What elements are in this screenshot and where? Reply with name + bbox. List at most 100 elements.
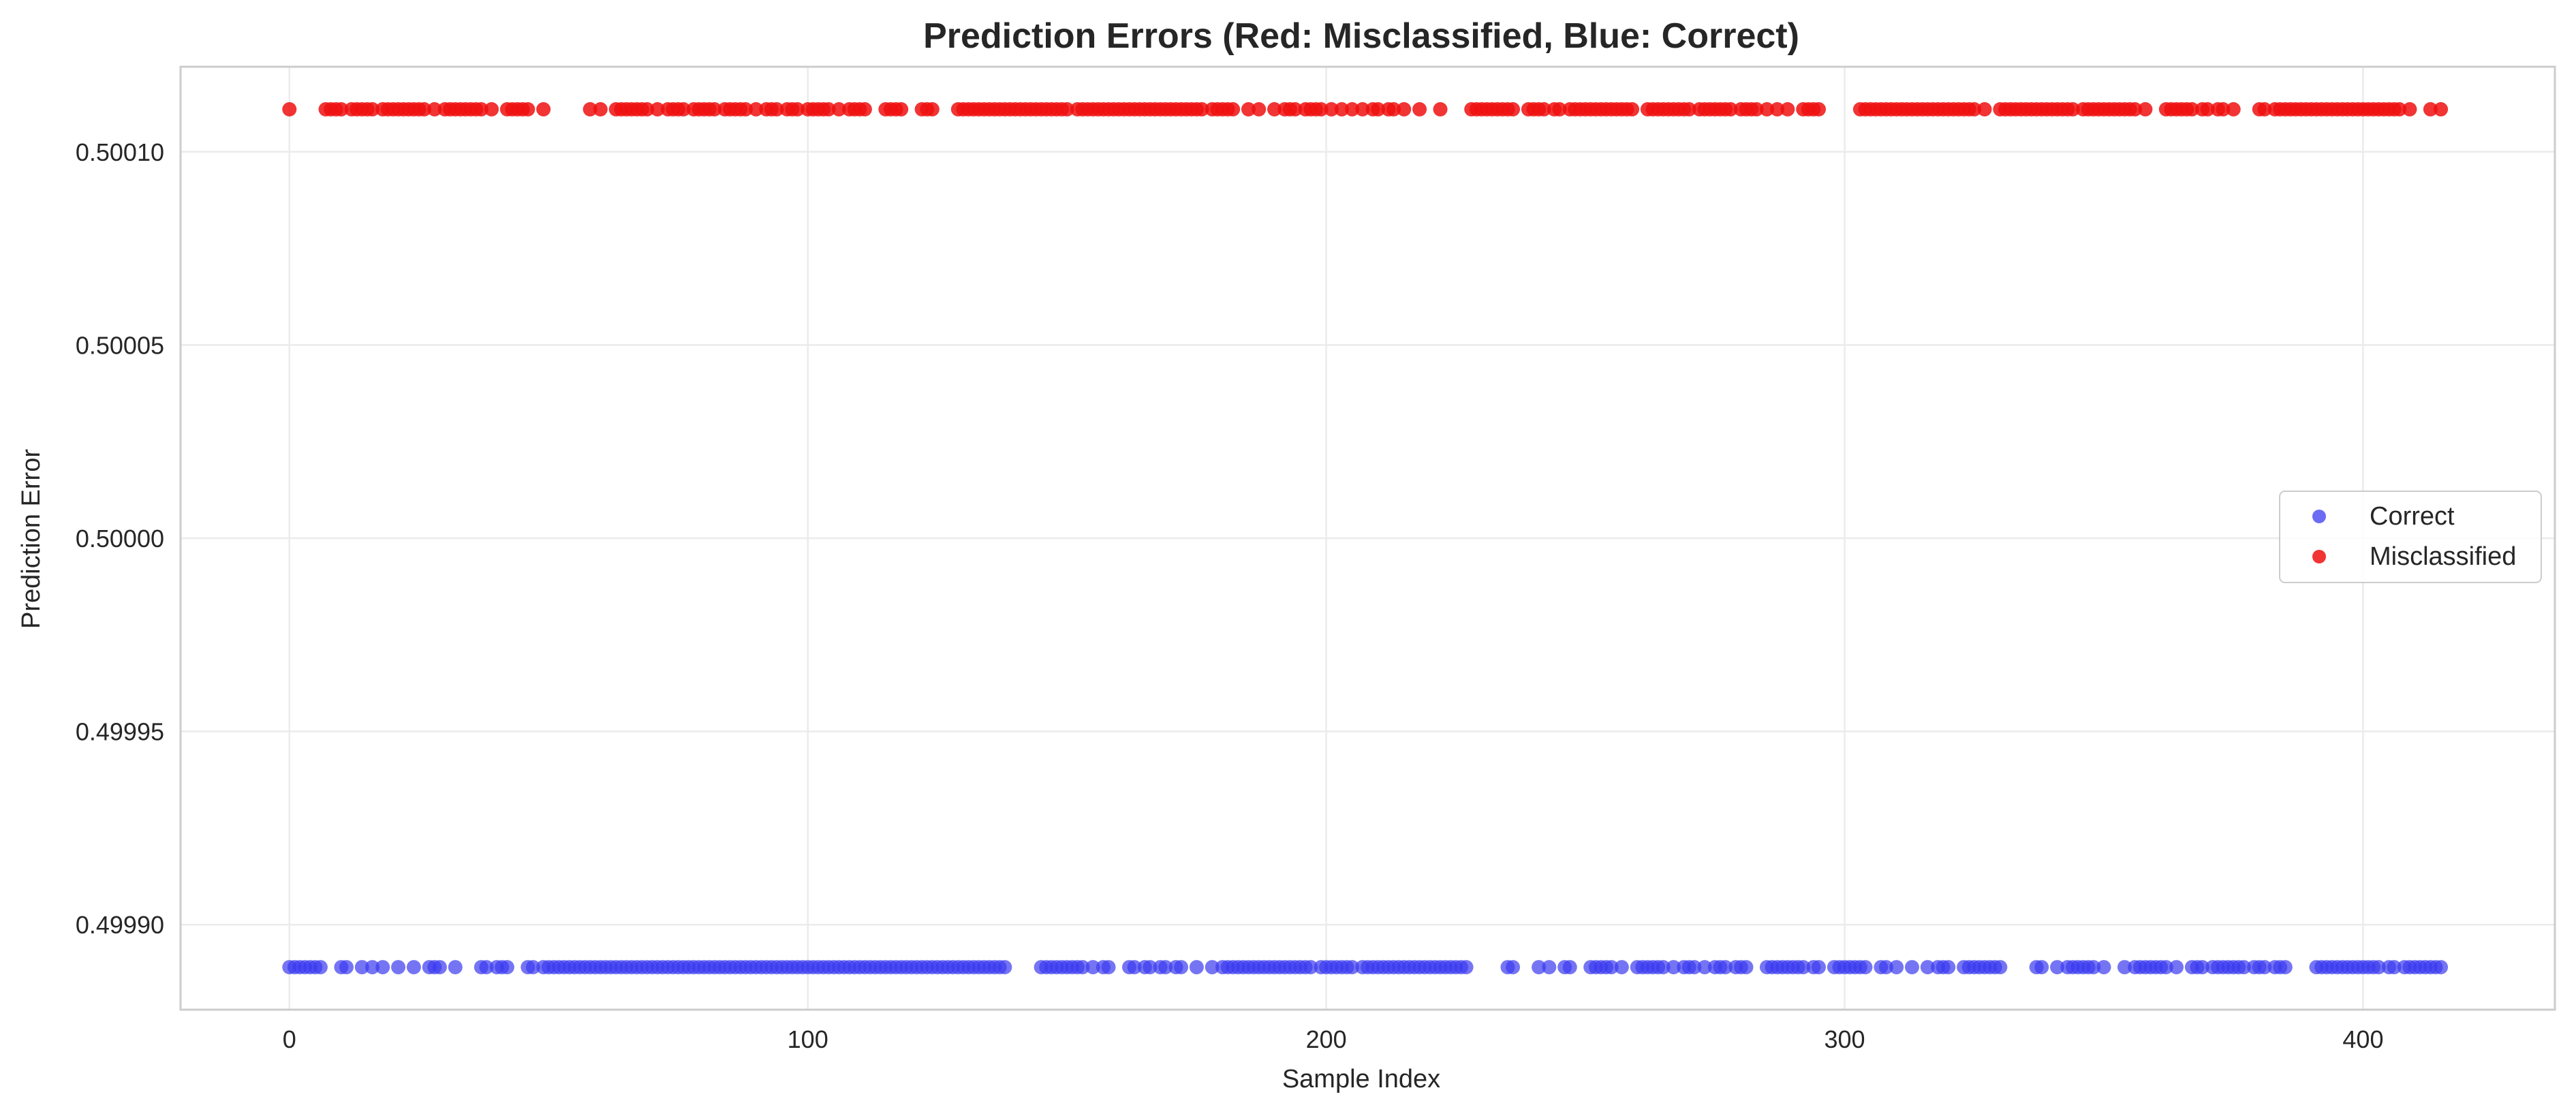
legend: Correct Misclassified	[2279, 491, 2542, 583]
point-misclassified	[1536, 102, 1551, 117]
data-points	[282, 102, 2449, 975]
plot-frame	[179, 65, 2556, 1011]
point-misclassified	[1355, 102, 1370, 117]
point-misclassified	[2257, 102, 2272, 117]
point-misclassified	[334, 102, 349, 117]
point-misclassified	[1334, 102, 1349, 117]
legend-box	[2279, 491, 2542, 583]
point-correct	[1542, 960, 1557, 975]
point-correct	[1811, 960, 1826, 975]
point-misclassified	[1412, 102, 1427, 117]
x-axis-label: Sample Index	[1282, 1065, 1440, 1093]
point-misclassified	[1811, 102, 1826, 117]
point-correct	[1858, 960, 1873, 975]
point-misclassified	[1770, 102, 1785, 117]
point-correct	[375, 960, 390, 975]
point-misclassified	[1324, 102, 1339, 117]
point-misclassified	[749, 102, 764, 117]
point-correct	[1796, 960, 1811, 975]
point-misclassified	[1552, 102, 1567, 117]
point-correct	[2158, 960, 2173, 975]
point-misclassified	[1314, 102, 1329, 117]
point-correct	[1189, 960, 1204, 975]
y-tick-label: 0.49995	[76, 718, 164, 746]
point-misclassified	[2128, 102, 2143, 117]
point-misclassified	[894, 102, 909, 117]
point-correct	[1614, 960, 1629, 975]
point-misclassified	[1506, 102, 1521, 117]
point-misclassified	[1267, 102, 1282, 117]
point-misclassified	[1226, 102, 1241, 117]
point-misclassified	[640, 102, 655, 117]
point-misclassified	[2423, 102, 2438, 117]
point-misclassified	[1345, 102, 1360, 117]
point-misclassified	[1397, 102, 1412, 117]
point-correct	[1143, 960, 1158, 975]
point-correct	[448, 960, 463, 975]
point-misclassified	[1288, 102, 1303, 117]
point-misclassified	[1625, 102, 1640, 117]
point-correct	[499, 960, 514, 975]
point-misclassified	[1371, 102, 1386, 117]
point-correct	[406, 960, 421, 975]
point-misclassified	[1386, 102, 1401, 117]
point-correct	[2278, 960, 2293, 975]
point-correct	[1904, 960, 1919, 975]
point-misclassified	[1723, 102, 1738, 117]
point-misclassified	[365, 102, 380, 117]
y-tick-label: 0.49990	[76, 911, 164, 939]
point-misclassified	[1977, 102, 1992, 117]
point-misclassified	[831, 102, 846, 117]
point-correct	[1532, 960, 1547, 975]
x-tick-label: 0	[283, 1025, 296, 1053]
x-tick-label: 100	[788, 1025, 828, 1053]
point-correct	[391, 960, 406, 975]
point-correct	[1085, 960, 1100, 975]
point-correct	[525, 960, 540, 975]
point-misclassified	[650, 102, 665, 117]
point-correct	[432, 960, 447, 975]
point-correct	[2086, 960, 2101, 975]
point-correct	[2169, 960, 2184, 975]
point-correct	[2236, 960, 2251, 975]
y-tick-label: 0.50000	[76, 525, 164, 553]
point-misclassified	[474, 102, 488, 117]
point-correct	[2117, 960, 2132, 975]
point-misclassified	[769, 102, 784, 117]
point-correct	[1718, 960, 1733, 975]
point-misclassified	[2065, 102, 2080, 117]
point-misclassified	[593, 102, 608, 117]
point-misclassified	[1681, 102, 1696, 117]
point-misclassified	[676, 102, 691, 117]
y-axis-ticks: 0.49990 0.49995 0.50000 0.50005 0.50010	[76, 138, 164, 939]
point-misclassified	[1241, 102, 1256, 117]
point-correct	[365, 960, 380, 975]
point-misclassified	[583, 102, 598, 117]
point-misclassified	[1059, 102, 1074, 117]
point-correct	[1604, 960, 1619, 975]
point-correct	[339, 960, 354, 975]
point-correct	[2034, 960, 2049, 975]
point-misclassified	[707, 102, 722, 117]
point-correct	[1920, 960, 1935, 975]
point-correct	[1889, 960, 1904, 975]
point-correct	[1941, 960, 1956, 975]
point-correct	[313, 960, 328, 975]
point-correct	[2096, 960, 2111, 975]
point-misclassified	[738, 102, 753, 117]
point-misclassified	[2402, 102, 2417, 117]
point-correct	[1697, 960, 1712, 975]
point-misclassified	[1194, 102, 1209, 117]
legend-marker-correct	[2312, 510, 2326, 523]
point-correct	[479, 960, 494, 975]
chart-title: Prediction Errors (Red: Misclassified, B…	[923, 16, 1799, 56]
point-correct	[1174, 960, 1189, 975]
point-correct	[2387, 960, 2402, 975]
point-misclassified	[282, 102, 297, 117]
point-correct	[1205, 960, 1220, 975]
point-misclassified	[417, 102, 432, 117]
point-misclassified	[521, 102, 536, 117]
legend-label-misclassified: Misclassified	[2370, 542, 2516, 571]
point-misclassified	[790, 102, 805, 117]
